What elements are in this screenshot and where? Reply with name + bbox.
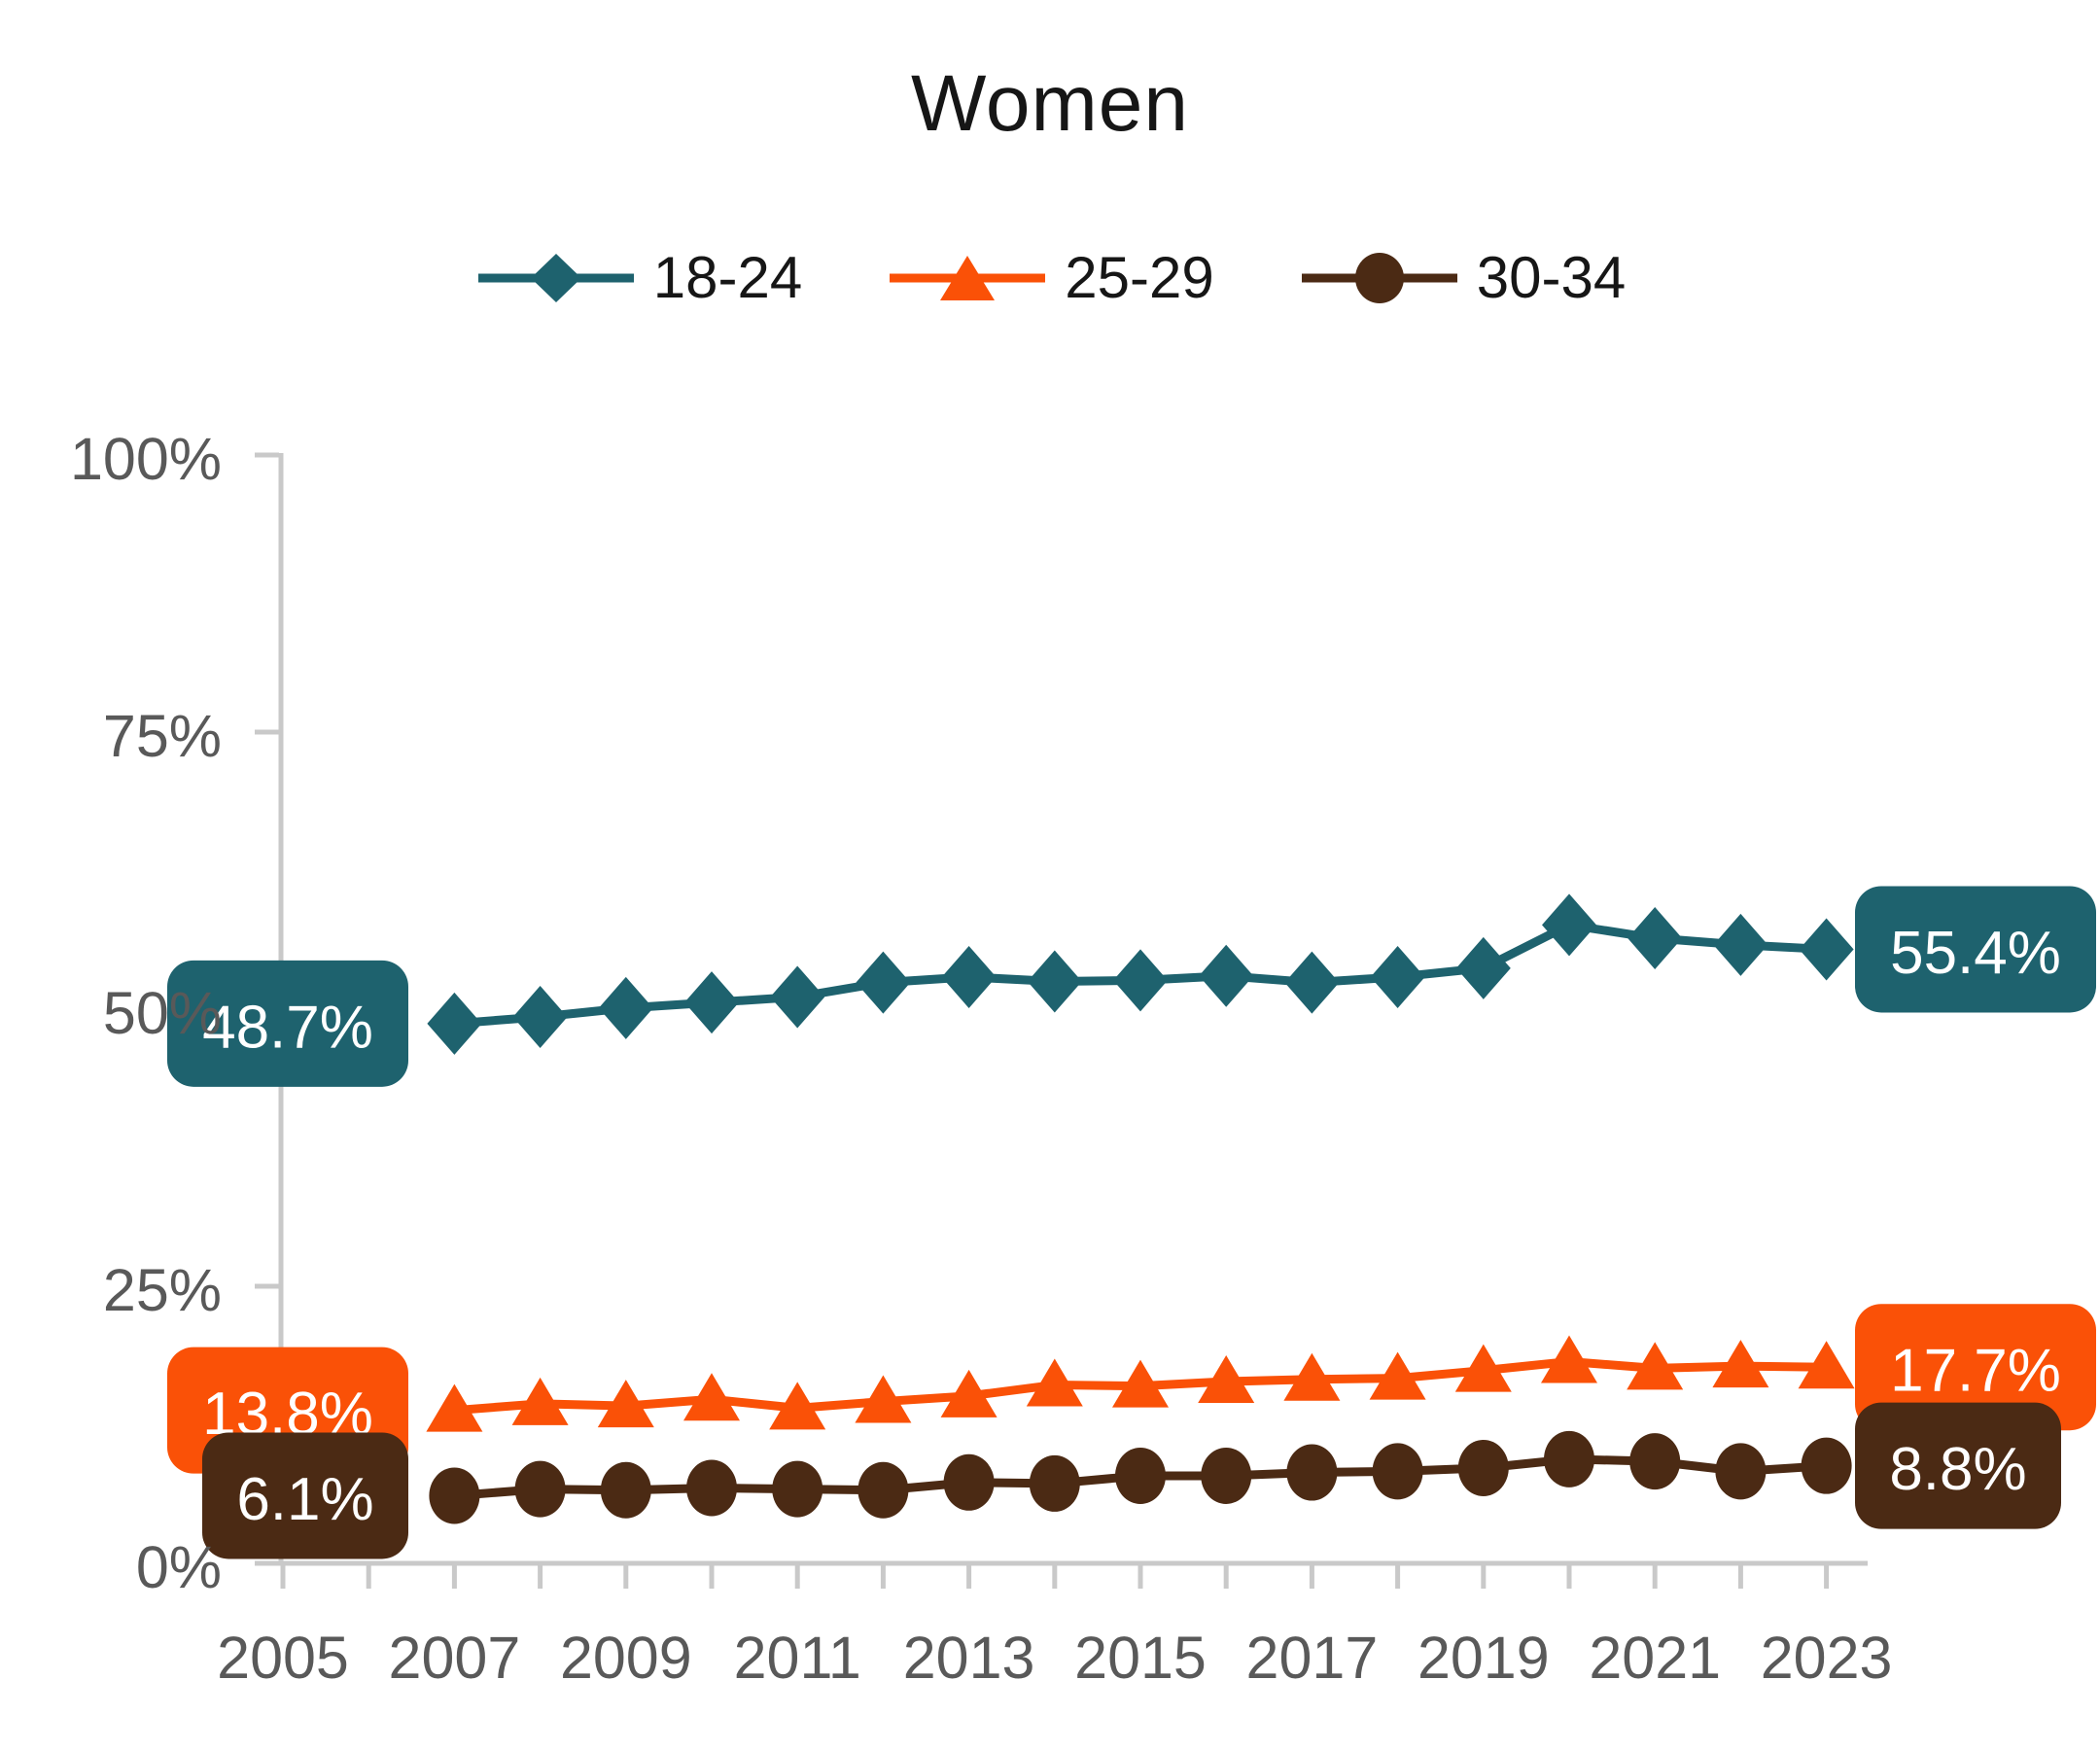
data-point (514, 1460, 566, 1518)
data-point (1201, 1447, 1252, 1504)
data-point (943, 1453, 995, 1511)
data-point (1799, 918, 1854, 981)
x-tick-label: 2011 (734, 1625, 861, 1691)
y-tick-label: 75% (103, 703, 222, 769)
value-label-box-18-24-left (167, 960, 408, 1087)
data-point (1455, 936, 1511, 999)
value-label-box-30-34-right (1855, 1402, 2061, 1529)
data-point (1628, 907, 1683, 970)
data-point (1198, 1355, 1255, 1404)
series-30-34-markers (429, 1430, 1852, 1524)
legend-marker-diamond-icon (477, 254, 634, 302)
data-point (1370, 945, 1425, 1008)
data-point (511, 1377, 569, 1425)
value-label-text: 6.1% (236, 1466, 373, 1533)
data-point (1713, 913, 1768, 976)
data-point (1026, 1358, 1083, 1407)
data-point (772, 1460, 823, 1518)
value-label-box-25-29-right (1855, 1304, 2096, 1431)
x-tick-label: 2005 (217, 1625, 349, 1691)
legend-label: 18-24 (652, 245, 803, 310)
data-point (600, 1461, 651, 1519)
data-point (1283, 1352, 1341, 1401)
data-point (1029, 1454, 1080, 1512)
chart-title: Women (910, 59, 1190, 148)
data-point (429, 1467, 480, 1524)
y-tick-label: 100% (70, 426, 222, 492)
value-label-text: 55.4% (1890, 920, 2061, 987)
y-tick-label: 0% (136, 1534, 222, 1600)
data-point (684, 971, 739, 1034)
data-point (1199, 944, 1254, 1007)
x-tick-label: 2021 (1589, 1625, 1721, 1691)
legend-item-18-24[interactable]: 18-24 (474, 249, 802, 307)
data-point (686, 1459, 737, 1517)
data-point (1372, 1443, 1423, 1500)
data-point (1284, 951, 1340, 1014)
data-point (1542, 893, 1596, 957)
x-tick-label: 2009 (560, 1625, 692, 1691)
data-point (598, 976, 653, 1039)
data-point (1541, 1335, 1597, 1383)
data-point (683, 1373, 740, 1421)
data-point (940, 1369, 998, 1418)
data-point (1712, 1340, 1769, 1388)
data-point (426, 1383, 483, 1432)
x-tick-label: 2023 (1761, 1625, 1893, 1691)
data-point (1286, 1444, 1338, 1501)
legend-item-30-34[interactable]: 30-34 (1298, 249, 1626, 307)
data-point (941, 945, 997, 1008)
x-tick-label: 2007 (389, 1625, 521, 1691)
data-point (1027, 950, 1082, 1013)
data-point (1801, 1437, 1852, 1494)
data-point (858, 1461, 909, 1519)
x-tick-label: 2019 (1418, 1625, 1550, 1691)
data-point (1113, 949, 1168, 1012)
data-point (597, 1380, 654, 1428)
data-point (1715, 1443, 1767, 1500)
legend-item-25-29[interactable]: 25-29 (886, 245, 1214, 310)
data-point (770, 965, 825, 1029)
y-tick-label: 50% (103, 980, 222, 1046)
legend-marker-triangle-icon (890, 256, 1046, 300)
data-point (1115, 1447, 1166, 1504)
data-point (512, 985, 568, 1048)
data-point (1544, 1430, 1594, 1488)
legend-label: 30-34 (1476, 245, 1627, 310)
legend: 18-24 25-29 30-34 (0, 249, 2100, 307)
data-point (1627, 1342, 1684, 1390)
data-point (427, 992, 482, 1055)
data-point (1457, 1439, 1509, 1496)
data-point (1454, 1344, 1512, 1392)
x-tick-label: 2015 (1074, 1625, 1207, 1691)
data-point (856, 951, 911, 1014)
series-25-29-markers (426, 1335, 1855, 1432)
value-label-text: 8.8% (1889, 1436, 2026, 1503)
value-labels: 48.7%55.4%13.8%17.7%6.1% 8.8% (167, 886, 2096, 1559)
value-label-text: 17.7% (1890, 1338, 2061, 1405)
legend-label: 25-29 (1065, 245, 1214, 310)
value-label-box-18-24-right (1855, 886, 2096, 1013)
x-tick-label: 2013 (903, 1625, 1035, 1691)
value-label-text: 48.7% (202, 994, 373, 1061)
data-point (1798, 1341, 1855, 1389)
data-point (855, 1375, 912, 1423)
value-label-box-30-34-left (202, 1432, 408, 1559)
data-point (1629, 1433, 1681, 1490)
series-18-24-markers (427, 893, 1854, 1055)
data-point (1369, 1351, 1426, 1400)
y-tick-label: 25% (103, 1257, 222, 1323)
legend-marker-circle-icon (1301, 253, 1457, 303)
x-tick-label: 2017 (1246, 1625, 1379, 1691)
data-point (769, 1382, 826, 1430)
data-point (1112, 1359, 1169, 1408)
